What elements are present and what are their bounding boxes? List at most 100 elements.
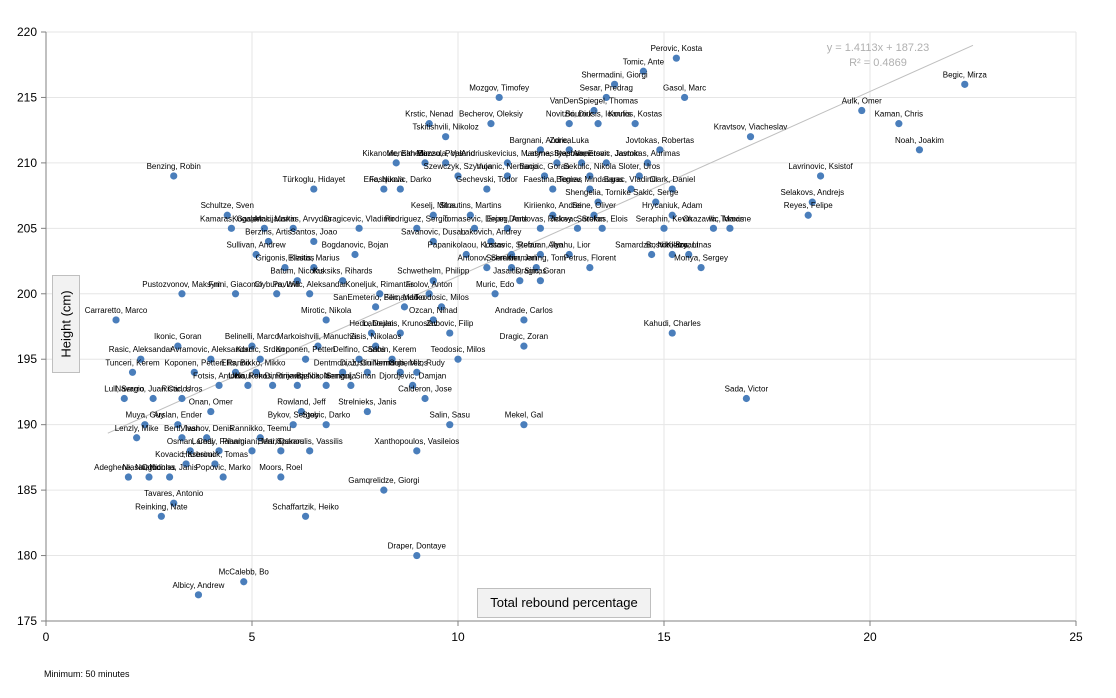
data-point bbox=[627, 185, 635, 193]
data-point bbox=[536, 277, 545, 285]
point-label: Ahmetovic, Jasmin bbox=[573, 149, 640, 158]
data-point bbox=[273, 290, 281, 298]
data-point bbox=[446, 421, 454, 429]
data-point bbox=[437, 303, 446, 311]
data-point bbox=[578, 159, 586, 167]
point-label: Seraphin, Kevin bbox=[636, 214, 692, 223]
trendline-equation: y = 1.4113x + 187.23 bbox=[827, 42, 930, 54]
data-point bbox=[652, 198, 660, 206]
data-point bbox=[540, 172, 549, 180]
data-point bbox=[178, 290, 186, 298]
data-point bbox=[507, 250, 516, 259]
y-tick-label: 200 bbox=[17, 287, 37, 301]
point-label: Kaukenas, Rimantas bbox=[236, 371, 310, 380]
data-point bbox=[396, 185, 404, 193]
data-point bbox=[413, 224, 421, 232]
point-label: Pavlovic, Aleksandar bbox=[273, 280, 347, 289]
data-point bbox=[503, 172, 512, 180]
data-point bbox=[322, 381, 330, 389]
data-point bbox=[442, 133, 450, 141]
data-point bbox=[306, 447, 314, 455]
point-label: Javtokas, Aurimas bbox=[615, 149, 680, 158]
data-point bbox=[166, 473, 174, 481]
point-label: Tunceri, Kerem bbox=[105, 358, 160, 367]
point-label: Albicy, Andrew bbox=[173, 581, 225, 590]
trendline-text: y = 1.4113x + 187.23 R² = 0.4869 bbox=[827, 42, 930, 69]
point-label: Reyes, Felipe bbox=[784, 201, 833, 210]
point-label: Shermadini, Giorgi bbox=[581, 70, 647, 79]
data-point bbox=[409, 381, 417, 389]
data-point bbox=[207, 407, 215, 416]
data-point bbox=[306, 290, 314, 298]
point-label: Koufos, Kostas bbox=[608, 110, 662, 119]
data-point bbox=[610, 80, 619, 88]
data-point bbox=[376, 290, 384, 298]
footnote: Minimum: 50 minutes bbox=[44, 669, 130, 679]
data-point bbox=[520, 316, 528, 324]
point-label: Sesar, Predrag bbox=[580, 83, 633, 92]
data-point bbox=[643, 159, 652, 167]
x-tick-label: 20 bbox=[863, 630, 877, 644]
point-label: Benzing, Robin bbox=[147, 162, 201, 171]
data-point bbox=[483, 264, 491, 272]
data-point bbox=[277, 473, 285, 481]
data-point bbox=[516, 277, 524, 285]
y-tick-label: 190 bbox=[17, 418, 37, 432]
data-point bbox=[421, 159, 429, 167]
point-label: Kleiza, Linas bbox=[666, 241, 711, 250]
point-label: Moors, Roel bbox=[259, 463, 302, 472]
point-label: Tskitishvili, Nikoloz bbox=[413, 123, 479, 132]
point-label: Zubovic, Filip bbox=[426, 319, 474, 328]
point-label: Shengelia, Tornike bbox=[565, 188, 631, 197]
data-point bbox=[915, 146, 924, 154]
y-axis-title-box: Height (cm) bbox=[52, 275, 80, 373]
data-point bbox=[178, 434, 186, 442]
data-point bbox=[470, 224, 479, 232]
point-label: Rebuan, Jan bbox=[518, 241, 563, 250]
point-label: Becherov, Oleksiy bbox=[459, 110, 523, 119]
plot-area bbox=[46, 32, 1076, 621]
point-label: Selakovs, Andrejs bbox=[781, 188, 845, 197]
point-label: Popovic, Marko bbox=[196, 463, 252, 472]
point-label: Navarro, Juan Carlos bbox=[115, 384, 191, 393]
point-label: Fasquovic, Darko bbox=[369, 175, 432, 184]
point-label: Antonov, Semen bbox=[458, 254, 517, 263]
x-axis-title: Total rebound percentage bbox=[477, 588, 651, 618]
point-label: Osman, Cedi bbox=[167, 437, 214, 446]
point-label: Tavares, Antonio bbox=[144, 489, 204, 498]
data-point bbox=[363, 368, 371, 376]
data-point bbox=[961, 80, 969, 88]
point-label: Kikanovic, Elmedin bbox=[362, 149, 430, 158]
y-tick-label: 210 bbox=[17, 156, 37, 170]
data-point bbox=[590, 211, 598, 219]
point-label: Ilyasova, Ersan bbox=[554, 149, 609, 158]
point-label: Muric, Edo bbox=[476, 280, 515, 289]
point-label: Macijauskas, Arvydas bbox=[255, 214, 332, 223]
point-label: Mensah-Bonsu, Pops bbox=[387, 149, 464, 158]
data-point bbox=[429, 211, 437, 219]
point-label: Kovacic, Kresimir bbox=[155, 450, 217, 459]
point-label: Vujanic, Nemanja bbox=[476, 162, 539, 171]
point-labels: Perovic, Kosta Tomic, Ante Begic, Mirza She… bbox=[85, 44, 988, 590]
point-label: Jovtokas, Robertas bbox=[626, 136, 694, 145]
point-label: Mekel, Gal bbox=[505, 411, 543, 420]
data-point bbox=[602, 93, 610, 102]
point-label: Perovic, Kosta bbox=[651, 44, 703, 53]
point-label: Sullivan, Andrew bbox=[227, 241, 286, 250]
point-label: Ellaitis, Marius bbox=[288, 254, 340, 263]
data-point bbox=[429, 277, 437, 285]
data-point bbox=[520, 421, 528, 429]
data-point bbox=[520, 342, 528, 350]
y-tick-label: 175 bbox=[17, 614, 37, 628]
point-label: Kuksiks, Rihards bbox=[313, 267, 373, 276]
data-point bbox=[487, 120, 495, 128]
point-label: Mozgov, Timofey bbox=[469, 83, 529, 92]
point-label: Tomic, Ante bbox=[623, 57, 665, 66]
point-label: Alyahu, Lior bbox=[548, 241, 591, 250]
data-point bbox=[429, 237, 437, 246]
point-label: Teodosic, Milos bbox=[414, 293, 469, 302]
point-label: Koponen, Petteri bbox=[165, 358, 225, 367]
data-point bbox=[681, 93, 689, 102]
data-point bbox=[895, 120, 903, 128]
axes: 0 5 10 15 20 25 175 180 185 190 195 200 205 210 215 220 bbox=[17, 25, 1083, 644]
